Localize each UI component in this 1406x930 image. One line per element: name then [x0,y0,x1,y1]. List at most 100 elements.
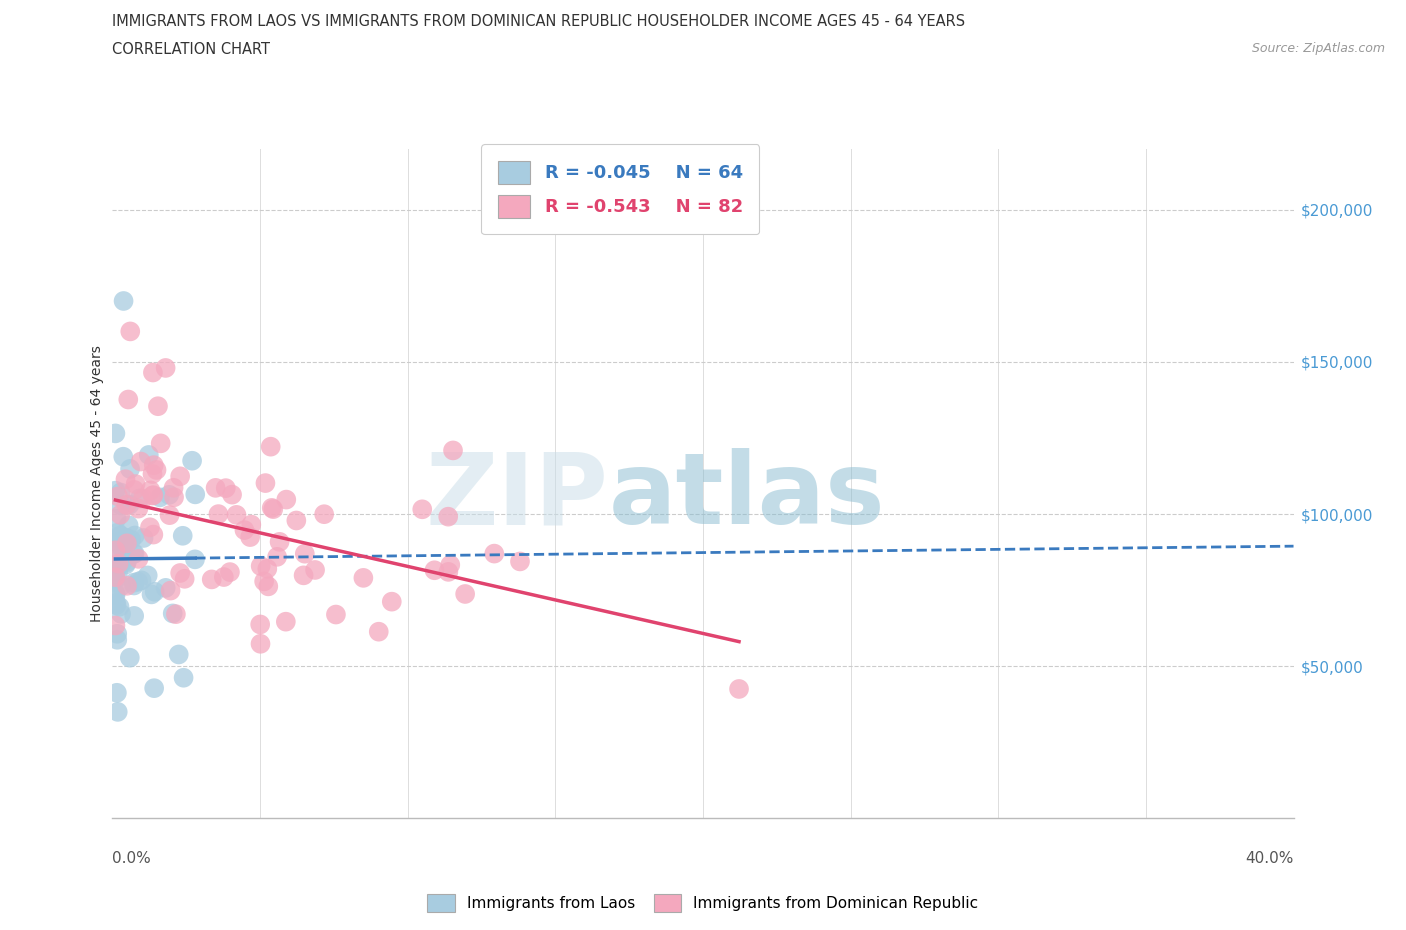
Point [173,571,195,586]
Point [262,501,284,516]
Point [221,487,243,502]
Point [314,507,336,522]
Point [249,636,271,651]
Point [509,554,531,569]
Point [201,572,224,587]
Point [105,626,128,641]
Point [439,557,461,572]
Point [169,469,191,484]
Point [181,453,204,468]
Point [728,682,751,697]
Text: IMMIGRANTS FROM LAOS VS IMMIGRANTS FROM DOMINICAN REPUBLIC HOUSEHOLDER INCOME AG: IMMIGRANTS FROM LAOS VS IMMIGRANTS FROM … [112,14,966,29]
Point [411,502,433,517]
Point [128,551,150,566]
Point [112,449,135,464]
Point [149,490,172,505]
Point [304,563,326,578]
Point [276,492,298,507]
Point [172,528,194,543]
Point [157,487,180,502]
Point [124,483,146,498]
Point [149,436,172,451]
Point [239,530,262,545]
Point [145,462,167,477]
Point [132,491,155,506]
Point [249,559,271,574]
Point [108,557,131,572]
Point [141,467,163,482]
Point [104,618,127,633]
Point [115,498,138,512]
Point [132,530,155,545]
Point [104,567,127,582]
Point [155,580,177,595]
Point [184,551,207,566]
Point [118,461,141,476]
Text: 40.0%: 40.0% [1246,851,1294,866]
Point [107,489,129,504]
Point [423,563,446,578]
Point [204,481,226,496]
Point [233,523,256,538]
Point [159,583,181,598]
Point [110,606,132,621]
Point [207,507,229,522]
Point [129,454,152,469]
Point [107,525,129,540]
Point [212,569,235,584]
Point [104,586,127,601]
Point [159,508,181,523]
Point [115,530,138,545]
Point [256,562,278,577]
Point [110,498,132,512]
Point [111,540,134,555]
Y-axis label: Householder Income Ages 45 - 64 years: Householder Income Ages 45 - 64 years [90,345,104,622]
Point [274,614,297,629]
Point [128,491,150,506]
Point [110,485,132,500]
Point [249,617,271,631]
Point [162,606,184,621]
Point [173,671,195,685]
Point [381,594,404,609]
Point [219,565,242,579]
Point [112,294,135,309]
Point [124,476,146,491]
Point [142,365,165,380]
Point [484,546,506,561]
Point [257,579,280,594]
Point [136,568,159,583]
Point [107,565,129,579]
Point [118,498,141,512]
Point [104,546,127,561]
Point [437,510,460,525]
Point [139,483,162,498]
Point [108,599,131,614]
Point [260,500,283,515]
Point [138,447,160,462]
Point [367,624,389,639]
Point [104,530,127,545]
Point [215,481,238,496]
Point [105,685,128,700]
Point [240,517,263,532]
Point [104,572,127,587]
Point [131,573,153,588]
Point [110,508,132,523]
Point [115,557,138,572]
Point [167,647,190,662]
Point [269,535,291,550]
Point [141,587,163,602]
Point [107,704,129,719]
Point [146,399,169,414]
Point [120,532,142,547]
Point [122,575,145,590]
Point [162,480,184,495]
Point [441,443,464,458]
Point [112,535,135,550]
Point [266,550,288,565]
Point [107,556,129,571]
Point [127,501,149,516]
Point [110,578,132,593]
Point [141,488,163,503]
